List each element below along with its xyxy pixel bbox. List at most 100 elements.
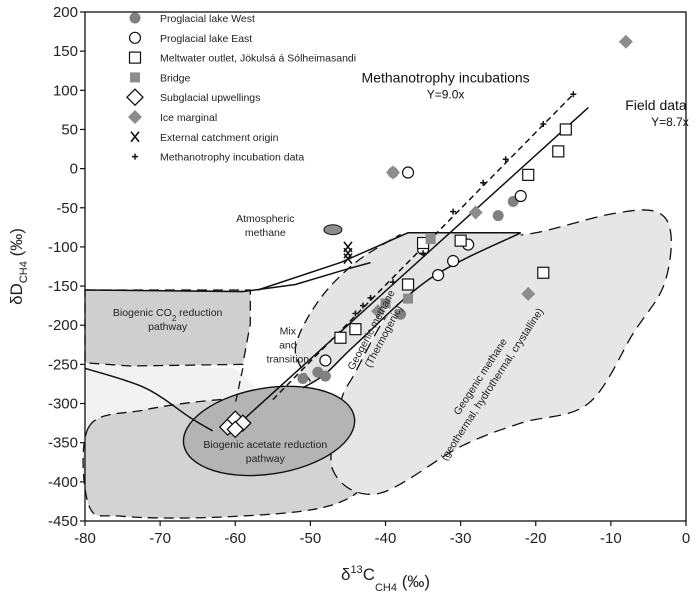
point-meltwater-outlet-j-kuls-s-lheimasandi: [454, 234, 467, 247]
legend-marker-methanotrophy-incubation-data: [132, 153, 138, 160]
trendline-label-methanotrophy-incubations: Methanotrophy incubations: [362, 69, 530, 85]
legend-item-proglacial-lake-east: Proglacial lake East: [128, 31, 252, 45]
trendline-field-data: [234, 106, 589, 428]
legend-marker-bridge: [130, 72, 140, 83]
legend-item-bridge: Bridge: [130, 72, 191, 84]
region-label-mix-and-transition: Mix and transition: [267, 326, 310, 366]
x-tick-label: -10: [600, 530, 622, 547]
point-methanotrophy-incubation-data: [367, 294, 374, 301]
trendline-label-field-data: Field data: [625, 97, 687, 113]
point-methanotrophy-incubation-data: [420, 250, 427, 257]
legend-label-methanotrophy-incubation-data: Methanotrophy incubation data: [160, 152, 304, 164]
point-methanotrophy-incubation-data: [352, 310, 359, 317]
y-tick-label: -250: [48, 356, 78, 373]
axes-layer: -80 -70 -60 -50 -40 -30 -20 -10 0200150100500-50…: [7, 4, 690, 593]
point-proglacial-lake-west: [395, 308, 407, 320]
legend-label-proglacial-lake-west: Proglacial lake West: [160, 13, 255, 25]
point-ice-marginal: [370, 304, 385, 319]
point-proglacial-lake-east: [447, 254, 460, 268]
point-meltwater-outlet-j-kuls-s-lheimasandi: [522, 168, 535, 181]
region-thermogenic-shape: [295, 232, 521, 384]
point-ice-marginal: [521, 286, 536, 301]
point-external-catchment-origin: [343, 247, 353, 259]
region-label-biogenic-co2-reduction-pathway: Biogenic CO2 reduction pathway: [113, 307, 223, 333]
x-tick-label: -60: [224, 530, 246, 547]
y-tick-label: 150: [53, 43, 78, 60]
y-tick-label: -100: [48, 239, 78, 256]
y-tick-label: -150: [48, 278, 78, 295]
x-tick-label: -50: [300, 530, 322, 547]
boundary-top-line: [84, 261, 371, 293]
legend-item-ice-marginal: Ice marginal: [128, 110, 217, 124]
point-methanotrophy-incubation-data: [480, 179, 487, 186]
legend-label-external-catchment-origin: External catchment origin: [160, 132, 279, 144]
boundary-upper-wedge: [257, 232, 521, 291]
region-thermogenic-dashed-edge: [294, 233, 401, 382]
point-proglacial-lake-west: [319, 370, 331, 382]
point-methanotrophy-incubation-data: [540, 120, 547, 127]
legend-marker-proglacial-lake-west: [129, 12, 141, 24]
point-proglacial-lake-west: [492, 210, 504, 222]
point-bridge: [425, 234, 436, 245]
legend-item-external-catchment-origin: External catchment origin: [130, 131, 279, 144]
boundary-mix-separator: [234, 368, 244, 404]
legend-item-meltwater-outlet-j-kuls-s-lheimasandi: Meltwater outlet, Jökulsá á Sólheimasand…: [128, 51, 356, 65]
x-tick-label: -70: [149, 530, 171, 547]
point-methanotrophy-incubation-data: [450, 208, 457, 215]
y-tick-label: -400: [48, 474, 78, 491]
legend: Proglacial lake West Proglacial lake East…: [126, 12, 356, 164]
point-methanotrophy-incubation-data: [570, 91, 577, 98]
point-meltwater-outlet-j-kuls-s-lheimasandi: [401, 278, 415, 291]
x-axis-title: δ13CCH4 (‰): [341, 564, 430, 593]
legend-label-ice-marginal: Ice marginal: [160, 112, 217, 124]
legend-marker-proglacial-lake-east: [128, 31, 142, 44]
point-subglacial-upwellings: [226, 420, 245, 439]
point-meltwater-outlet-j-kuls-s-lheimasandi: [552, 145, 565, 158]
point-proglacial-lake-east: [401, 166, 415, 179]
x-tick-label: -40: [375, 530, 397, 547]
point-proglacial-lake-east: [514, 189, 527, 203]
region-label-atmospheric-methane: Atmospheric methane: [236, 213, 294, 239]
y-tick-label: -350: [48, 435, 78, 452]
legend-label-subglacial-upwellings: Subglacial upwellings: [160, 92, 260, 104]
region-geogenic-geothermal-shape: [330, 209, 672, 495]
y-tick-label: -450: [48, 513, 78, 530]
point-bridge: [403, 293, 414, 304]
point-meltwater-outlet-j-kuls-s-lheimasandi: [334, 331, 347, 344]
y-tick-label: 200: [53, 4, 78, 21]
point-ice-marginal: [386, 165, 401, 180]
trendline-equation-field-data: Y=8.7x: [651, 115, 689, 129]
point-proglacial-lake-west: [297, 372, 309, 384]
y-tick-label: 50: [61, 121, 78, 138]
point-subglacial-upwellings: [233, 414, 252, 433]
y-tick-label: 0: [70, 161, 78, 178]
region-label-biogenic-acetate-reduction-pathway: Biogenic acetate reduction pathway: [203, 439, 327, 465]
y-tick-label: -50: [56, 200, 78, 217]
legend-marker-external-catchment-origin: [130, 131, 140, 143]
x-tick-label: -30: [450, 530, 472, 547]
legend-marker-meltwater-outlet-j-kuls-s-lheimasandi: [128, 51, 142, 64]
legend-item-methanotrophy-incubation-data: Methanotrophy incubation data: [132, 152, 304, 164]
data-points-layer: [218, 34, 633, 439]
legend-label-bridge: Bridge: [160, 72, 191, 84]
regions-layer: [82, 209, 672, 519]
y-tick-label: -300: [48, 396, 78, 413]
point-methanotrophy-incubation-data: [359, 302, 366, 309]
point-external-catchment-origin: [343, 253, 353, 265]
point-proglacial-lake-east: [319, 354, 332, 367]
legend-marker-subglacial-upwellings: [126, 88, 144, 107]
legend-marker-ice-marginal: [128, 110, 142, 124]
boundary-left-curve: [84, 367, 214, 432]
region-biogenic-acetate-shape: [182, 385, 356, 477]
point-bridge: [380, 298, 391, 309]
x-tick-label: -20: [525, 530, 547, 547]
point-meltwater-outlet-j-kuls-s-lheimasandi: [537, 266, 550, 279]
point-meltwater-outlet-j-kuls-s-lheimasandi: [349, 323, 362, 336]
point-methanotrophy-incubation-data: [390, 279, 397, 286]
legend-item-subglacial-upwellings: Subglacial upwellings: [126, 88, 260, 107]
trendline-equation-methanotrophy-incubations: Y=9.0x: [427, 87, 465, 101]
x-tick-label: 0: [682, 530, 690, 547]
point-proglacial-lake-east: [431, 269, 445, 282]
region-atmospheric-shape: [323, 224, 343, 236]
